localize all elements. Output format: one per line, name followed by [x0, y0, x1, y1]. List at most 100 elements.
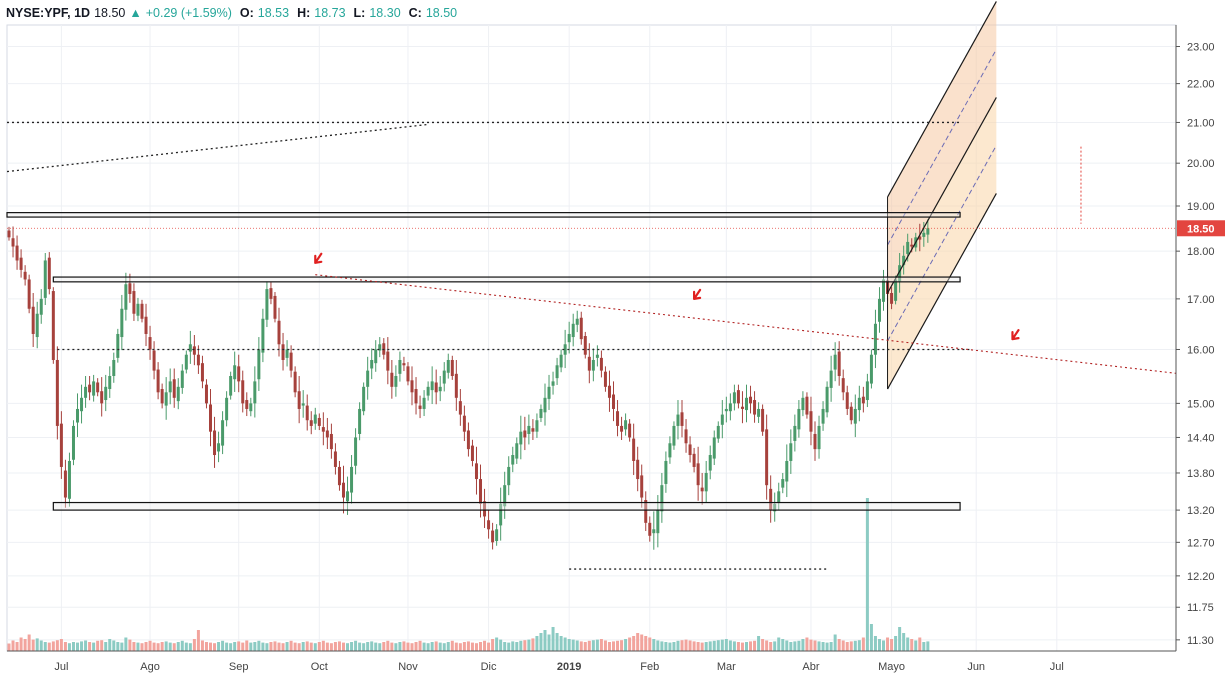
time-tick-label: Jun: [967, 661, 985, 673]
volume-bar: [341, 642, 345, 651]
volume-bar: [720, 639, 724, 651]
price-tick-label: 22.00: [1187, 79, 1215, 91]
price-tick-label: 15.00: [1187, 398, 1215, 410]
candle-body: [470, 445, 474, 461]
candle-body: [402, 363, 406, 366]
volume-bar: [462, 642, 466, 651]
volume-bar: [120, 642, 124, 651]
triangle-up-icon: ▲: [129, 6, 142, 20]
volume-bar: [454, 642, 458, 651]
zone-rectangle: [52, 501, 961, 511]
candle-body: [19, 257, 23, 270]
volume-bar: [845, 642, 849, 651]
candle-body: [704, 472, 708, 492]
candles[interactable]: [7, 219, 930, 550]
volume-bar: [209, 642, 212, 651]
candle-body: [813, 433, 817, 450]
symbol-label[interactable]: NYSE:YPF, 1D: [6, 6, 91, 20]
candle-body: [180, 370, 184, 388]
candle-body: [474, 463, 478, 480]
candle-body: [144, 316, 148, 334]
candle-body: [196, 354, 200, 366]
candle-body: [902, 255, 906, 266]
volume-bar: [446, 642, 450, 651]
candle-body: [740, 406, 744, 409]
volume-bar: [708, 641, 712, 651]
volume-bar: [253, 642, 257, 651]
volume-bar: [71, 642, 75, 651]
volume-bar: [277, 642, 281, 651]
volume-bar: [624, 639, 628, 651]
candle-body: [273, 295, 277, 319]
candle-body: [221, 420, 225, 446]
volume-bar: [358, 642, 362, 651]
volume-bar: [426, 643, 430, 651]
volume-bar: [801, 639, 805, 651]
candle-body: [797, 408, 801, 430]
drawings-front: [6, 1, 1177, 570]
candle-body: [624, 420, 628, 430]
volume-bar: [910, 639, 914, 651]
candle-body: [305, 405, 309, 421]
candle-body: [688, 444, 692, 456]
candle-body: [406, 366, 410, 382]
candle-body: [861, 396, 865, 404]
candle-body: [712, 437, 716, 459]
candle-body: [450, 359, 454, 376]
volume-bar: [136, 642, 140, 651]
candle-body: [817, 425, 821, 450]
volume-bar: [547, 634, 551, 651]
volume-bar: [487, 642, 491, 651]
volume-bar: [394, 643, 398, 651]
volume-bar: [507, 642, 511, 651]
volume-bar: [184, 642, 188, 651]
volume-bar: [313, 643, 317, 651]
volume-bar: [192, 639, 196, 651]
candle-body: [620, 425, 624, 432]
volume-bar: [422, 642, 426, 651]
close-label: C:: [408, 6, 422, 20]
candle-body: [523, 430, 527, 438]
candle-body: [676, 414, 680, 426]
volume-bar: [333, 642, 337, 651]
time-axis[interactable]: Jul Ago Sep Oct Nov Dic 2019 Feb Mar Abr Mayo Jun Ju…: [7, 650, 1176, 673]
volume-bar: [688, 640, 692, 651]
volume-bar: [728, 640, 732, 651]
time-tick-label: Oct: [311, 661, 328, 673]
low-label: L:: [353, 6, 366, 20]
candle-body: [466, 430, 470, 450]
volume-bar: [257, 640, 261, 651]
open-label: O:: [239, 6, 254, 20]
time-tick-label: Jul: [1050, 661, 1064, 673]
channel-line: [887, 1, 997, 198]
candle-body: [515, 443, 519, 459]
candle-body: [366, 370, 370, 387]
candle-body: [708, 455, 712, 471]
candle-body: [724, 408, 728, 412]
candle-body: [398, 359, 402, 374]
candle-body: [112, 359, 116, 376]
price-tick-label: 20.00: [1187, 158, 1215, 170]
candle-body: [531, 428, 535, 432]
volume-bar: [531, 638, 535, 651]
volume-bar: [204, 642, 208, 651]
candle-body: [616, 411, 620, 426]
candle-body: [100, 391, 104, 404]
volume-bar: [519, 640, 523, 651]
red-trendline: [315, 274, 1177, 374]
volume-bar: [672, 642, 676, 651]
volume-bar: [217, 642, 221, 651]
volume-bar: [261, 642, 265, 651]
volume-bar: [245, 640, 249, 651]
volume-bar: [374, 642, 378, 651]
volume-bar: [11, 640, 15, 651]
arrow-path: [693, 288, 702, 300]
volume-bar: [76, 642, 80, 651]
volume-bar: [716, 640, 720, 651]
volume-bar: [124, 637, 128, 651]
volume-bar: [470, 642, 474, 651]
price-axis[interactable]: 23.00 22.00 21.00 20.00 19.00 18.00 17.00 16.00…: [1175, 25, 1225, 651]
volume-bar: [144, 642, 148, 651]
candle-body: [96, 382, 100, 393]
